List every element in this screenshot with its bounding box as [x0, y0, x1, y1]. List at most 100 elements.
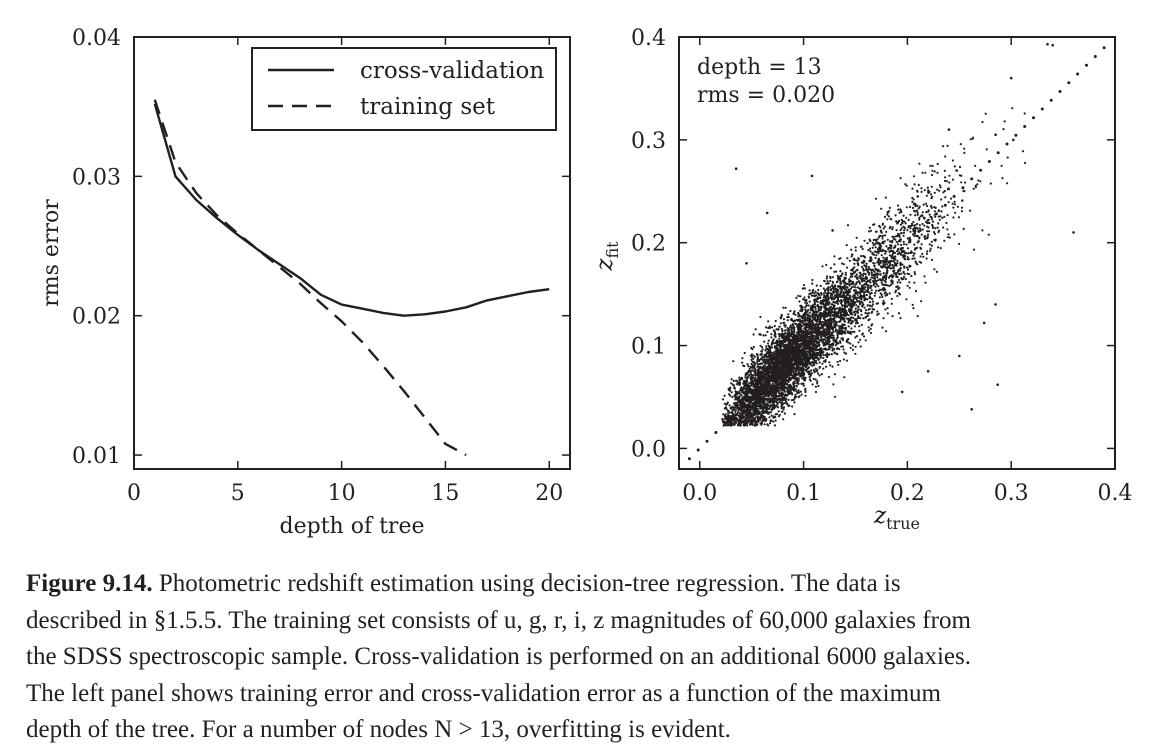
scatter-point: [738, 389, 742, 392]
scatter-point: [918, 218, 921, 221]
scatter-point: [889, 283, 893, 286]
scatter-point: [826, 275, 829, 278]
scatter-point: [836, 292, 839, 295]
scatter-point: [899, 223, 903, 226]
scatter-point: [902, 256, 905, 259]
scatter-point: [808, 350, 811, 353]
scatter-point: [893, 269, 896, 272]
scatter-point: [848, 290, 852, 293]
scatter-point: [760, 362, 764, 365]
scatter-point: [889, 217, 892, 220]
scatter-point: [802, 384, 805, 387]
scatter-point: [888, 206, 892, 209]
scatter-point: [850, 327, 853, 330]
scatter-point: [937, 209, 941, 212]
scatter-point: [806, 302, 809, 305]
scatter-point: [737, 409, 740, 412]
scatter-point: [768, 326, 772, 329]
scatter-point: [761, 348, 764, 351]
scatter-point: [924, 171, 927, 174]
series-line-training-set: [153, 99, 467, 457]
scatter-point: [780, 405, 783, 408]
scatter-point: [960, 210, 964, 213]
scatter-point: [858, 282, 862, 285]
scatter-point: [839, 275, 842, 278]
scatter-point: [878, 296, 882, 299]
scatter-point: [832, 300, 835, 304]
scatter-point: [903, 220, 906, 223]
scatter-point: [958, 165, 962, 169]
scatter-point: [860, 323, 863, 326]
scatter-point: [847, 341, 850, 344]
scatter-point: [846, 294, 849, 297]
scatter-point: [942, 191, 945, 194]
scatter-point: [787, 404, 790, 407]
scatter-point: [841, 337, 844, 340]
scatter-point: [906, 272, 909, 275]
scatter-point: [833, 319, 836, 322]
scatter-point: [914, 232, 917, 235]
scatter-point: [933, 232, 937, 235]
scatter-point: [804, 308, 807, 311]
scatter-point: [842, 291, 845, 294]
scatter-point: [747, 365, 750, 368]
scatter-point: [884, 257, 887, 260]
scatter-point: [939, 186, 942, 189]
scatter-point: [734, 406, 737, 409]
scatter-point: [934, 215, 937, 218]
scatter-point: [894, 238, 897, 241]
scatter-point: [906, 258, 910, 261]
scatter-point: [824, 291, 827, 294]
scatter-point: [914, 290, 918, 293]
scatter-point: [811, 360, 814, 363]
scatter-point: [801, 324, 804, 328]
scatter-point: [875, 279, 878, 283]
scatter-point: [937, 215, 940, 218]
scatter-point: [743, 364, 746, 368]
scatter-point: [764, 334, 767, 337]
scatter-point: [923, 235, 926, 238]
scatter-point: [795, 322, 798, 326]
scatter-point: [790, 347, 793, 350]
scatter-point: [960, 181, 963, 184]
scatter-point: [896, 243, 900, 246]
scatter-point: [774, 416, 777, 419]
scatter-point: [872, 261, 875, 265]
scatter-point: [794, 370, 797, 373]
scatter-point: [911, 206, 915, 209]
scatter-point: [849, 346, 852, 349]
scatter-point: [842, 281, 845, 284]
scatter-point: [774, 319, 777, 323]
scatter-point: [804, 390, 807, 394]
scatter-point: [960, 206, 964, 209]
scatter-point: [864, 316, 867, 319]
scatter-point: [851, 253, 854, 256]
scatter-point: [769, 367, 772, 370]
scatter-point: [869, 250, 872, 253]
scatter-point: [754, 420, 757, 423]
scatter-point: [876, 302, 880, 305]
scatter-point: [729, 394, 732, 397]
scatter-point: [899, 317, 902, 320]
scatter-point: [884, 234, 887, 237]
scatter-point: [875, 289, 878, 292]
scatter-point: [853, 266, 856, 269]
scatter-point: [825, 277, 828, 280]
scatter-point: [874, 285, 877, 288]
scatter-point: [810, 369, 813, 372]
scatter-point: [873, 253, 876, 256]
scatter-point: [744, 387, 747, 390]
scatter-point: [825, 340, 828, 343]
scatter-point: [926, 230, 929, 233]
scatter-point: [850, 283, 854, 286]
scatter-point: [916, 315, 919, 318]
scatter-point: [749, 413, 753, 416]
scatter-point: [852, 294, 855, 297]
scatter-point: [902, 271, 905, 274]
scatter-point: [856, 268, 859, 271]
scatter-point: [883, 279, 886, 282]
legend-frame: [251, 47, 557, 131]
scatter-point: [759, 344, 762, 347]
scatter-point: [860, 273, 863, 276]
scatter-point: [906, 247, 910, 250]
